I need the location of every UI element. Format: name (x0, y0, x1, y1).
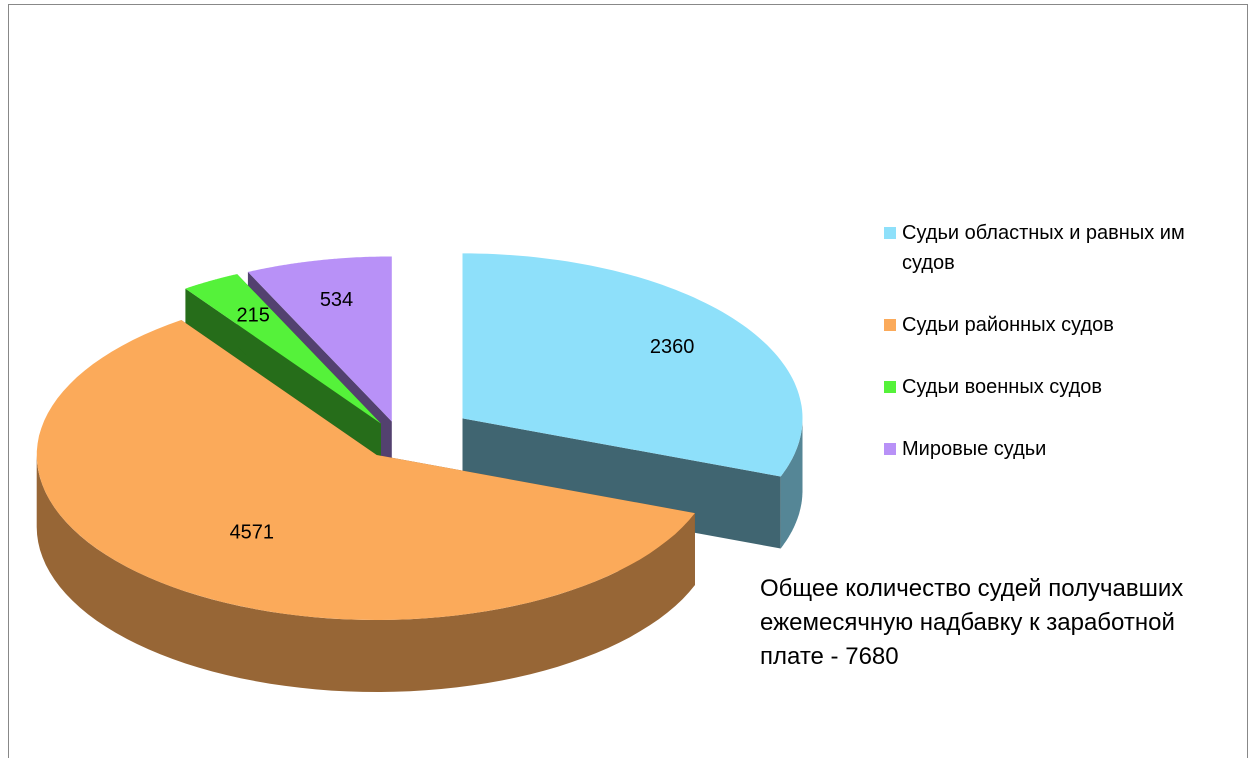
legend-item: Судьи областных и равных им судов (884, 218, 1234, 278)
data-label: 215 (237, 305, 270, 327)
legend-swatch (884, 381, 896, 393)
data-label: 2360 (650, 336, 695, 358)
slice-side (462, 418, 781, 549)
slice-wall (36, 455, 695, 692)
legend-item: Мировые судьи (884, 434, 1234, 464)
data-label: 534 (320, 289, 353, 311)
legend-label: Судьи военных судов (902, 376, 1103, 398)
legend-swatch (884, 443, 896, 455)
legend-label: Судьи областных и равных им судов (902, 222, 1185, 274)
legend-swatch (884, 319, 896, 331)
legend-item: Судьи районных судов (884, 310, 1234, 340)
pie-slice (36, 320, 695, 620)
chart-border (8, 4, 1248, 758)
pie-slice (462, 253, 803, 477)
legend-label: Мировые судьи (902, 438, 1047, 460)
pie-slice (247, 256, 392, 422)
annotation: Общее количество судей получавших ежемес… (760, 575, 1184, 670)
legend: Судьи областных и равных им судов Судьи р… (884, 218, 1234, 496)
legend-item: Судьи военных судов (884, 372, 1234, 402)
pie-slice (185, 274, 381, 424)
legend-swatch (884, 227, 896, 239)
slice-wall (780, 418, 803, 549)
legend-label: Судьи районных судов (902, 314, 1114, 336)
data-label: 4571 (230, 522, 275, 544)
